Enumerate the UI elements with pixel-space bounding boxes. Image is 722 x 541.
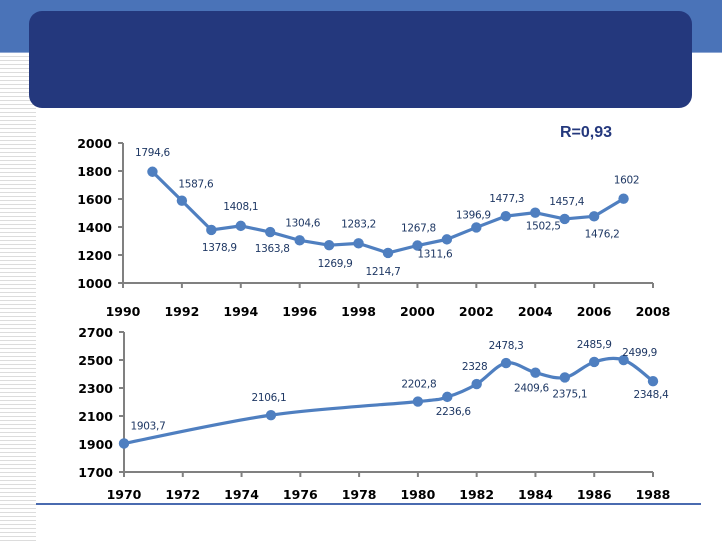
data-point — [618, 193, 629, 204]
data-label: 1269,9 — [318, 258, 353, 270]
x-tick-label: 2008 — [636, 304, 671, 319]
data-label: 1602 — [614, 175, 640, 187]
data-label: 1477,3 — [489, 193, 524, 205]
data-point — [412, 240, 423, 251]
data-point — [559, 372, 571, 383]
x-tick-label: 1992 — [164, 304, 199, 319]
data-label: 1408,1 — [223, 201, 258, 213]
data-point — [500, 357, 512, 369]
chart-1970-1988: 2700 2500 2300 2100 1900 1700 1970 1972 1974 1976… — [78, 325, 670, 502]
y-tick-label: 1600 — [77, 192, 112, 207]
data-point — [442, 391, 453, 403]
x-tick-label: 2004 — [518, 304, 553, 319]
title-box — [29, 11, 692, 108]
y-tick-label: 2700 — [78, 325, 113, 340]
data-label: 1502,5 — [526, 221, 561, 233]
data-point — [618, 354, 629, 366]
y-tick-label: 2000 — [77, 136, 112, 151]
data-label: 1396,9 — [456, 209, 491, 221]
data-point — [412, 396, 424, 407]
x-tick-label: 1974 — [224, 487, 259, 502]
data-point — [382, 247, 394, 259]
data-label: 1363,8 — [255, 243, 290, 255]
data-label: 1903,7 — [131, 420, 166, 432]
data-point — [323, 240, 335, 251]
y-tick-label: 1900 — [78, 437, 113, 452]
x-tick-label: 1988 — [636, 487, 671, 502]
data-point — [265, 226, 276, 238]
data-point — [235, 220, 246, 232]
x-tick-label: 2006 — [577, 304, 612, 319]
data-label: 2202,8 — [401, 379, 436, 391]
data-label: 2375,1 — [552, 388, 587, 400]
data-label: 2236,6 — [436, 406, 472, 418]
series-line — [123, 356, 654, 446]
x-tick-label: 2002 — [459, 304, 494, 319]
data-point — [294, 235, 305, 246]
chart-1991-2007: 2000 1800 1600 1400 1200 1000 1990 1992 1994 1996… — [77, 136, 670, 319]
y-tick-label: 1200 — [77, 248, 112, 263]
data-label: 1457,4 — [549, 196, 585, 208]
y-tick-label: 1000 — [77, 276, 112, 291]
data-point — [500, 210, 511, 222]
data-label: 1587,6 — [178, 179, 214, 191]
y-tick-label: 2100 — [78, 409, 113, 424]
x-tick-label: 1986 — [577, 487, 612, 502]
x-tick-label: 1970 — [107, 487, 142, 502]
y-tick-label: 1700 — [78, 465, 113, 480]
x-tick-label: 1980 — [400, 487, 435, 502]
left-stripe-decoration — [0, 53, 36, 541]
footer-divider — [36, 503, 701, 505]
x-tick-label: 1998 — [341, 304, 376, 319]
correlation-annotation: R=0,93 — [560, 124, 613, 141]
x-tick-label: 1994 — [223, 304, 258, 319]
data-label: 1311,6 — [417, 248, 453, 260]
x-tick-label: 1976 — [283, 487, 318, 502]
data-label: 1283,2 — [341, 218, 376, 230]
data-point — [647, 376, 659, 387]
data-label: 1378,9 — [202, 242, 237, 254]
x-tick-label: 1996 — [282, 304, 317, 319]
data-point — [588, 211, 600, 222]
data-label: 2409,6 — [514, 383, 550, 395]
y-tick-label: 2500 — [78, 353, 113, 368]
data-point — [147, 166, 158, 177]
data-label: 2106,1 — [251, 392, 286, 404]
x-tick-label: 1978 — [342, 487, 377, 502]
data-point — [118, 438, 130, 449]
data-point — [353, 238, 364, 249]
data-label: 2478,3 — [489, 340, 524, 352]
data-label: 2485,9 — [577, 339, 612, 351]
y-tick-label: 1800 — [77, 164, 112, 179]
data-point — [265, 409, 277, 421]
y-tick-label: 2300 — [78, 381, 113, 396]
data-label: 2348,4 — [634, 389, 670, 401]
data-label: 1794,6 — [135, 147, 171, 159]
data-label: 1214,7 — [366, 266, 401, 278]
data-point — [441, 234, 453, 245]
x-tick-label: 1972 — [165, 487, 200, 502]
data-point — [589, 356, 600, 368]
y-tick-label: 1400 — [77, 220, 112, 235]
data-point — [530, 367, 541, 378]
x-tick-label: 2000 — [400, 304, 435, 319]
data-label: 1304,6 — [285, 217, 321, 229]
data-point — [206, 224, 217, 236]
x-tick-label: 1990 — [106, 304, 141, 319]
data-point — [471, 378, 482, 390]
data-point — [176, 195, 188, 206]
data-label: 2499,9 — [622, 347, 657, 359]
data-point — [530, 207, 541, 218]
x-tick-label: 1982 — [459, 487, 494, 502]
x-tick-label: 1984 — [518, 487, 553, 502]
data-label: 1476,2 — [585, 228, 620, 240]
data-point — [559, 213, 570, 225]
data-label: 1267,8 — [401, 223, 436, 235]
data-label: 2328 — [462, 361, 488, 373]
data-point — [471, 222, 482, 233]
